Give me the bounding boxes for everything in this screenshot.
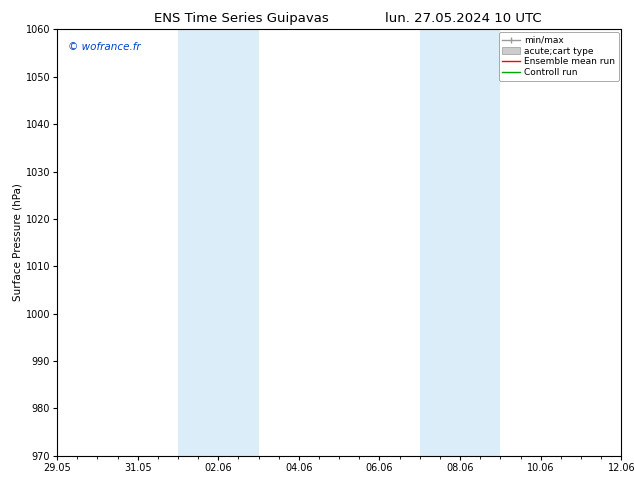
Bar [420,29,500,456]
Text: lun. 27.05.2024 10 UTC: lun. 27.05.2024 10 UTC [384,12,541,25]
Text: © wofrance.fr: © wofrance.fr [68,42,141,52]
Legend: min/max, acute;cart type, Ensemble mean run, Controll run: min/max, acute;cart type, Ensemble mean … [499,32,619,81]
Bar [178,29,259,456]
Y-axis label: Surface Pressure (hPa): Surface Pressure (hPa) [13,184,23,301]
Text: ENS Time Series Guipavas: ENS Time Series Guipavas [153,12,328,25]
